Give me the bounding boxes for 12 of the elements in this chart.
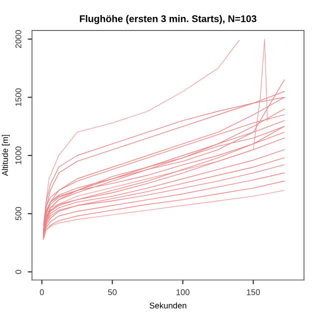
y-tick-label: 2000 (15, 30, 22, 48)
x-tick-label: 50 (108, 289, 117, 296)
chart-title: Flughöhe (ersten 3 min. Starts), N=103 (80, 15, 256, 24)
y-tick-label: 1000 (15, 146, 22, 164)
x-tick-label: 150 (246, 289, 260, 296)
y-tick-label: 500 (15, 207, 22, 220)
x-tick-label: 0 (40, 289, 44, 296)
y-tick-label: 1500 (15, 88, 22, 106)
x-axis-title: Sekunden (150, 302, 186, 308)
y-tick-label: 0 (15, 270, 22, 274)
y-axis-title: Altitude [m] (2, 134, 10, 176)
x-tick-label: 100 (176, 289, 190, 296)
